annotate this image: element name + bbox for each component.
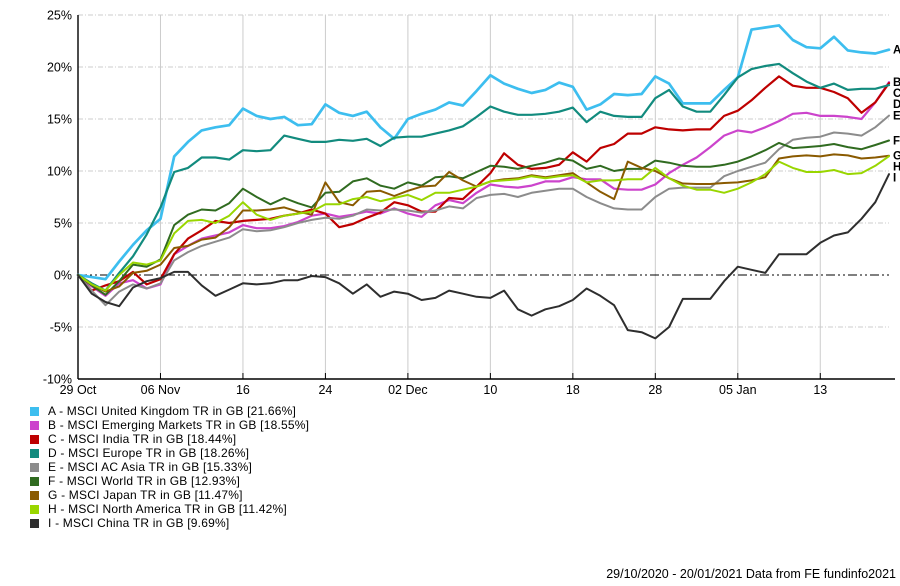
series-line-F [77,139,890,296]
legend-item-label: F - MSCI World TR in GB [12.93%] [48,474,241,488]
series-letter-label-I: I [893,173,896,185]
legend-color-swatch [30,434,39,444]
x-axis-tick-label: 18 [566,383,580,397]
legend-item-label: D - MSCI Europe TR in GB [18.26%] [48,446,250,460]
series-letter-label-F: F [893,136,900,148]
x-axis-tick-label: 10 [483,383,497,397]
legend-item-label: E - MSCI AC Asia TR in GB [15.33%] [48,460,252,474]
series-letter-label-A: A [893,45,900,57]
y-axis-tick-label: 25% [47,9,72,23]
legend-item: D - MSCI Europe TR in GB [18.26%] [30,446,309,460]
legend-color-swatch [30,462,39,472]
legend-color-swatch [30,406,39,416]
y-axis-tick-label: -5% [50,321,72,335]
legend-color-swatch [30,518,39,528]
y-axis-tick-label: -10% [43,373,72,387]
legend-item: G - MSCI Japan TR in GB [11.47%] [30,488,309,502]
legend-item: I - MSCI China TR in GB [9.69%] [30,516,309,530]
y-axis-tick-label: 0% [54,269,72,283]
legend-item-label: C - MSCI India TR in GB [18.44%] [48,432,237,446]
legend-item-label: A - MSCI United Kingdom TR in GB [21.66%… [48,404,297,418]
legend-item: H - MSCI North America TR in GB [11.42%] [30,502,309,516]
y-axis-tick-label: 15% [47,113,72,127]
legend-color-swatch [30,476,39,486]
series-letter-label-H: H [893,162,900,174]
legend-item-label: G - MSCI Japan TR in GB [11.47%] [48,488,243,502]
x-axis-tick-label: 24 [318,383,332,397]
legend-item-label: B - MSCI Emerging Markets TR in GB [18.5… [48,418,310,432]
legend-color-swatch [30,504,39,514]
series-line-A [76,24,891,281]
series-letter-label-B: B [893,77,900,89]
legend-item: C - MSCI India TR in GB [18.44%] [30,432,309,446]
x-axis-tick-label: 13 [813,383,827,397]
series-letter-label-D: D [893,99,900,111]
x-axis-tick-label: 29 Oct [60,383,97,397]
legend-item: A - MSCI United Kingdom TR in GB [21.66%… [30,404,309,418]
y-axis-tick-label: 20% [47,61,72,75]
series-letter-label-E: E [893,111,900,123]
y-axis-tick-label: 5% [54,217,72,231]
legend-item: F - MSCI World TR in GB [12.93%] [30,474,309,488]
series-letter-label-G: G [893,151,900,163]
legend-item-label: H - MSCI North America TR in GB [11.42%] [48,502,287,516]
date-range-source-text: 29/10/2020 - 20/01/2021 Data from FE fun… [606,567,896,581]
x-axis-tick-label: 02 Dec [388,383,428,397]
legend-item-label: I - MSCI China TR in GB [9.69%] [48,516,230,530]
legend-item: E - MSCI AC Asia TR in GB [15.33%] [30,460,309,474]
legend-color-swatch [30,448,39,458]
y-axis-tick-label: 10% [47,165,72,179]
x-axis-tick-label: 06 Nov [141,383,181,397]
series-line-H [77,155,890,292]
legend-color-swatch [30,490,39,500]
legend-item: B - MSCI Emerging Markets TR in GB [18.5… [30,418,309,432]
legend-color-swatch [30,420,39,430]
series-line-I [77,173,890,340]
series-line-D [76,62,891,292]
series-line-B [76,80,891,297]
x-axis-tick-label: 16 [236,383,250,397]
series-letter-label-C: C [893,88,900,100]
series-line-E [77,114,890,307]
x-axis-tick-label: 05 Jan [719,383,757,397]
x-axis-tick-label: 28 [648,383,662,397]
legend: A - MSCI United Kingdom TR in GB [21.66%… [30,404,309,530]
